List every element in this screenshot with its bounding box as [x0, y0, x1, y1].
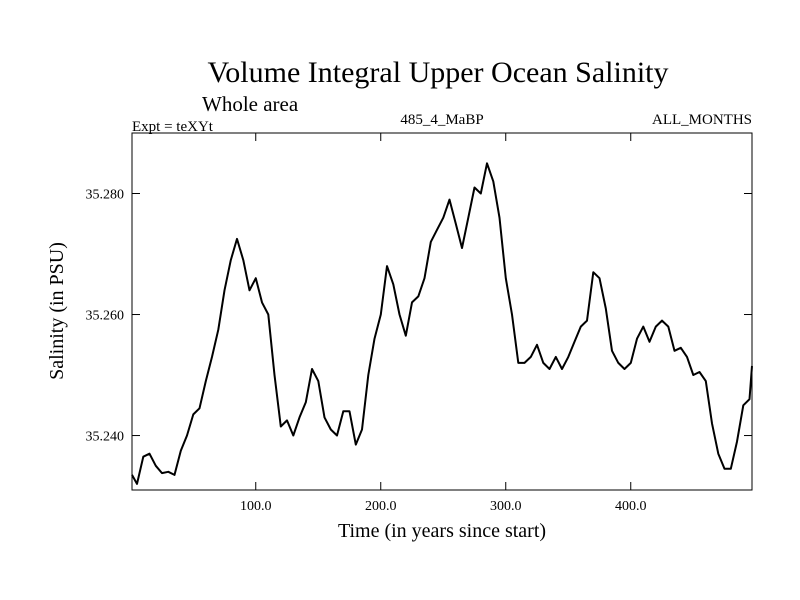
plot-area: 100.0 200.0 300.0 400.0 35.240 35.260 35.280	[86, 132, 753, 514]
y-axis: 35.240 35.260 35.280	[86, 188, 752, 445]
header-center: 485_4_MaBP	[400, 112, 483, 128]
header-left: Expt = teXYt	[132, 119, 214, 135]
plot-frame	[131, 132, 753, 491]
x-tick-label: 400.0	[615, 499, 647, 514]
header-right: ALL_MONTHS	[652, 112, 752, 128]
y-tick-label: 35.260	[86, 309, 125, 324]
y-axis-label: Salinity (in PSU)	[46, 242, 68, 380]
series-line	[131, 162, 753, 485]
x-tick-label: 200.0	[365, 499, 397, 514]
x-axis: 100.0 200.0 300.0 400.0	[240, 133, 647, 514]
x-tick-label: 100.0	[240, 499, 272, 514]
x-tick-label: 300.0	[490, 499, 522, 514]
y-tick-label: 35.240	[86, 430, 125, 445]
y-tick-label: 35.280	[86, 188, 125, 203]
chart-subtitle: Whole area	[202, 92, 299, 116]
chart-title: Volume Integral Upper Ocean Salinity	[208, 56, 669, 89]
x-axis-label: Time (in years since start)	[338, 520, 546, 542]
